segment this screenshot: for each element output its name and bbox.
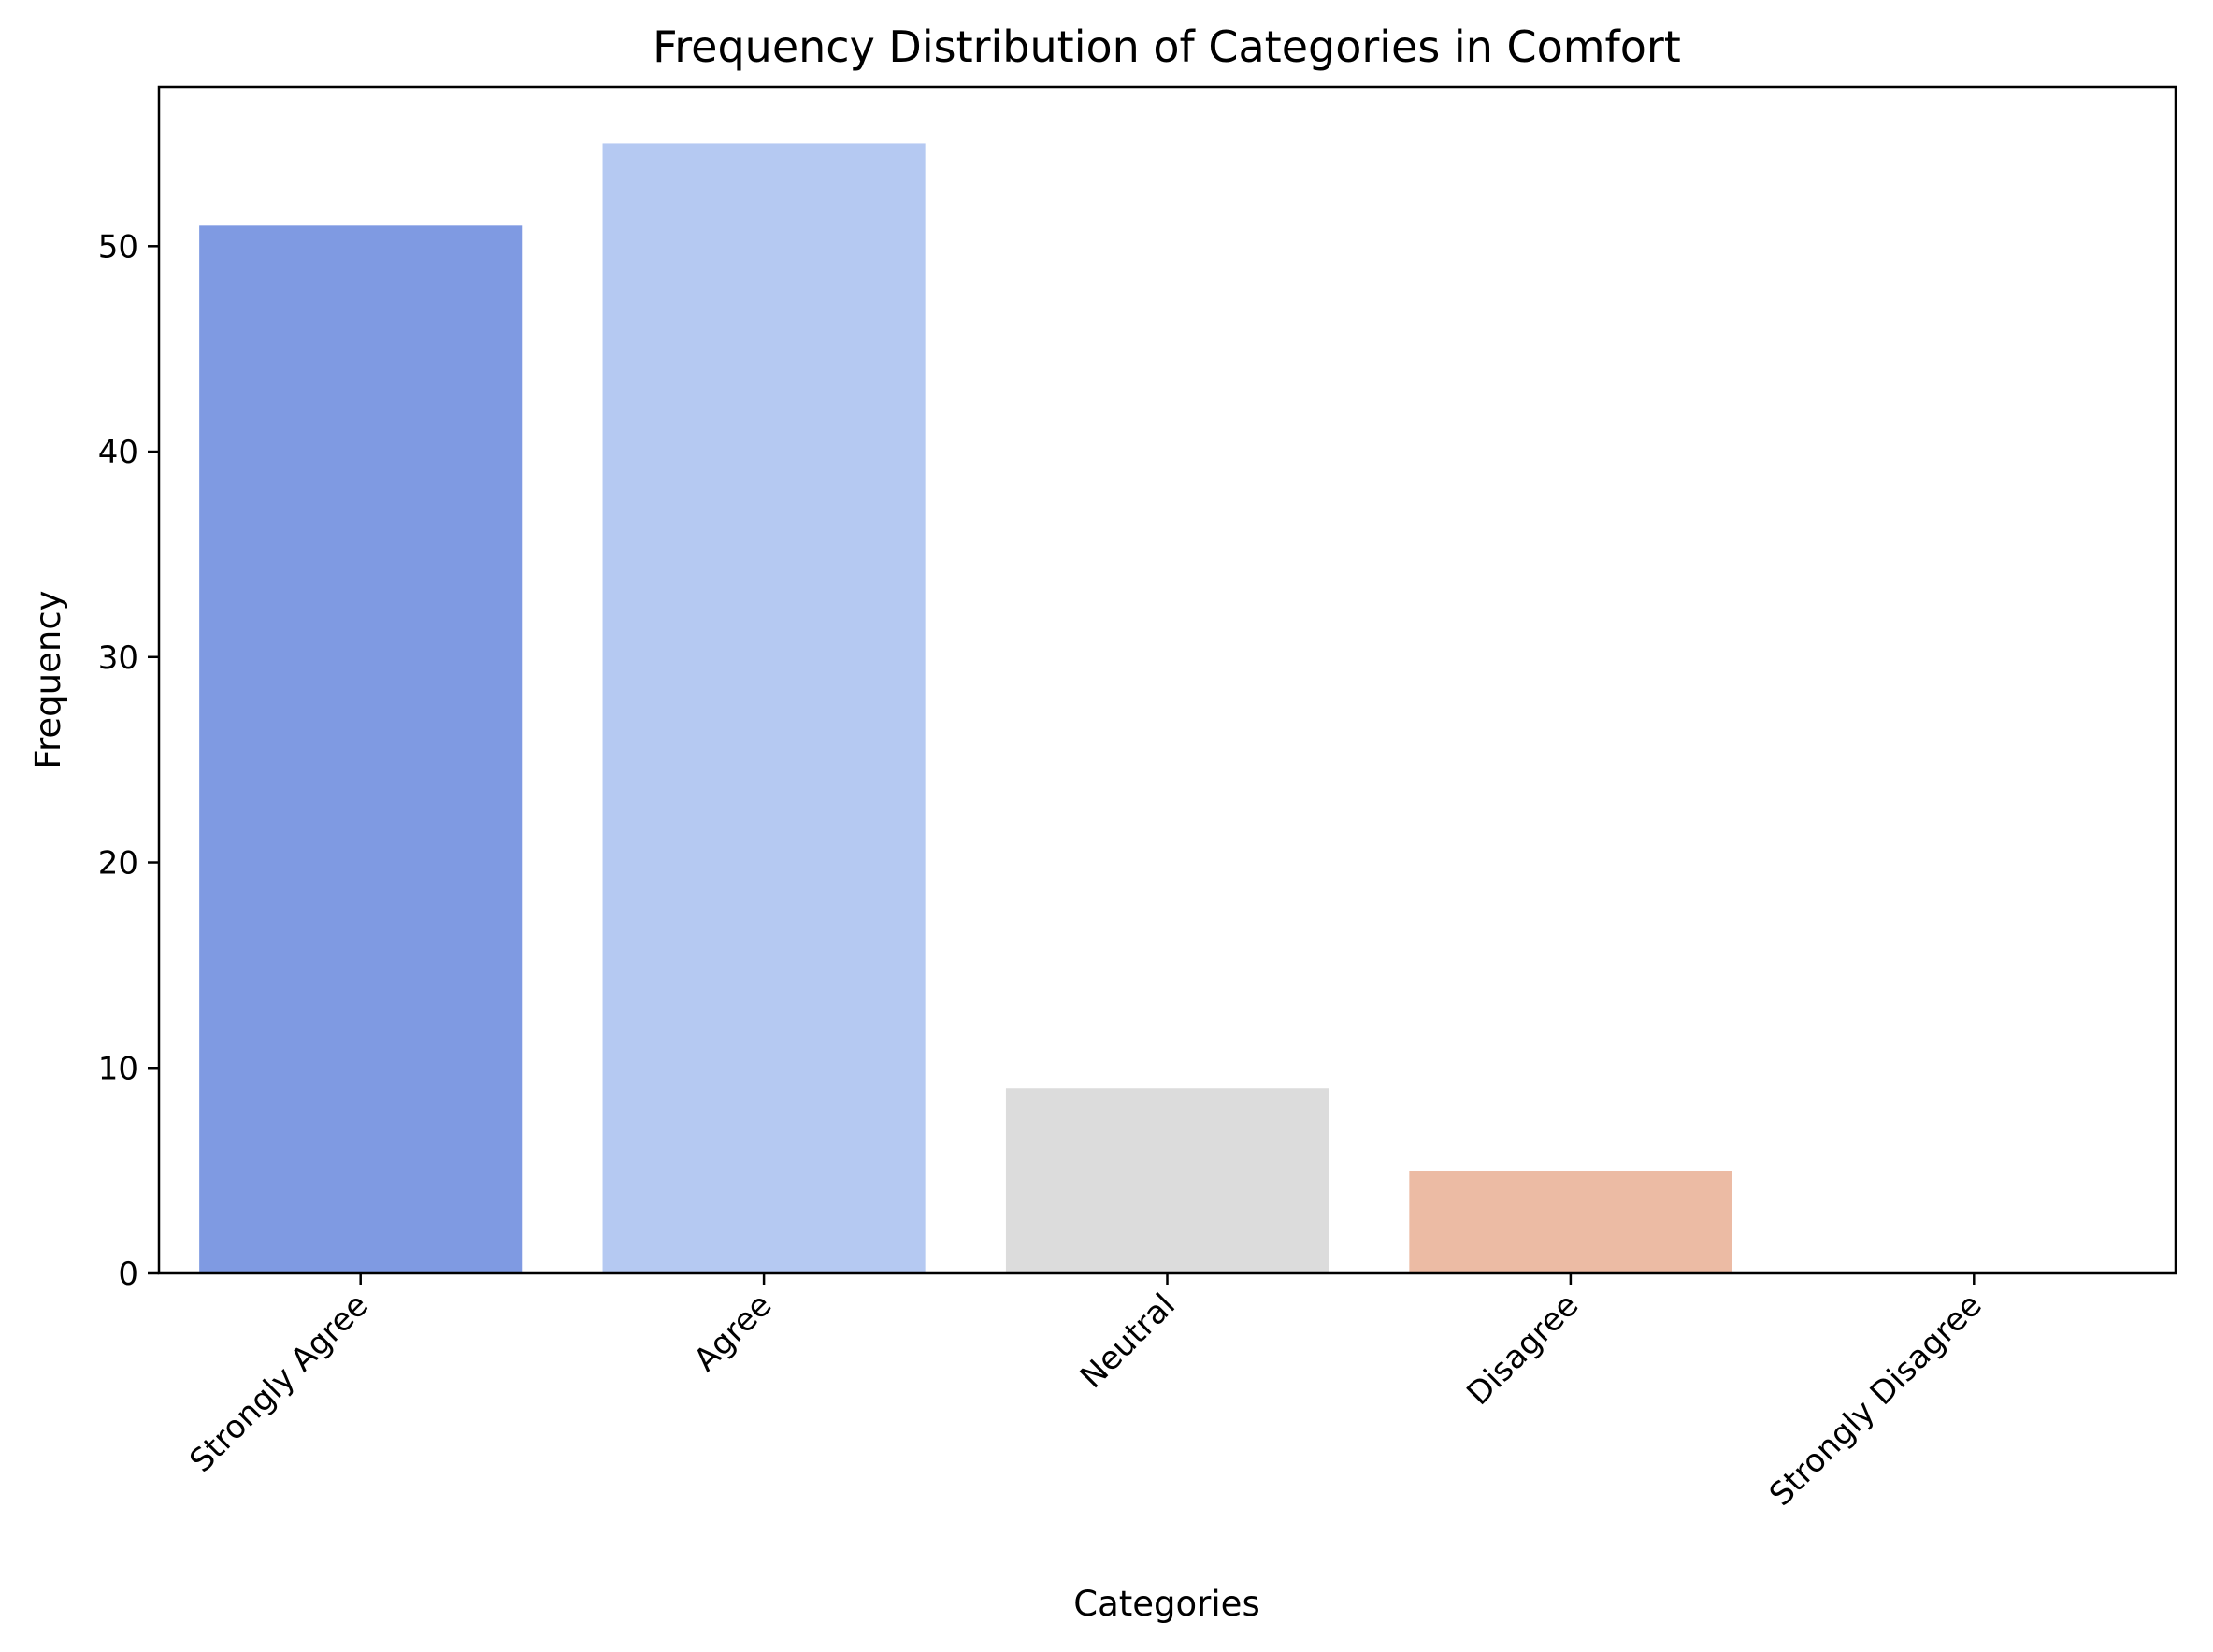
bar-neutral [1005,1088,1329,1273]
bar-agree [602,143,926,1274]
y-tick-label: 0 [118,1256,138,1293]
y-axis: 0 10 20 30 40 50 [98,228,159,1293]
y-axis-label: Frequency [28,590,68,769]
y-tick-label: 20 [98,845,138,883]
chart-title: Frequency Distribution of Categories in … [653,22,1681,72]
bars-layer [199,143,1732,1274]
x-axis-label: Categories [1073,1584,1259,1624]
y-tick-label: 30 [98,639,138,677]
y-tick-label: 10 [98,1050,138,1087]
bar-strongly-agree [199,225,523,1273]
y-tick-label: 50 [98,228,138,266]
y-tick-label: 40 [98,434,138,471]
bar-disagree [1409,1171,1732,1273]
